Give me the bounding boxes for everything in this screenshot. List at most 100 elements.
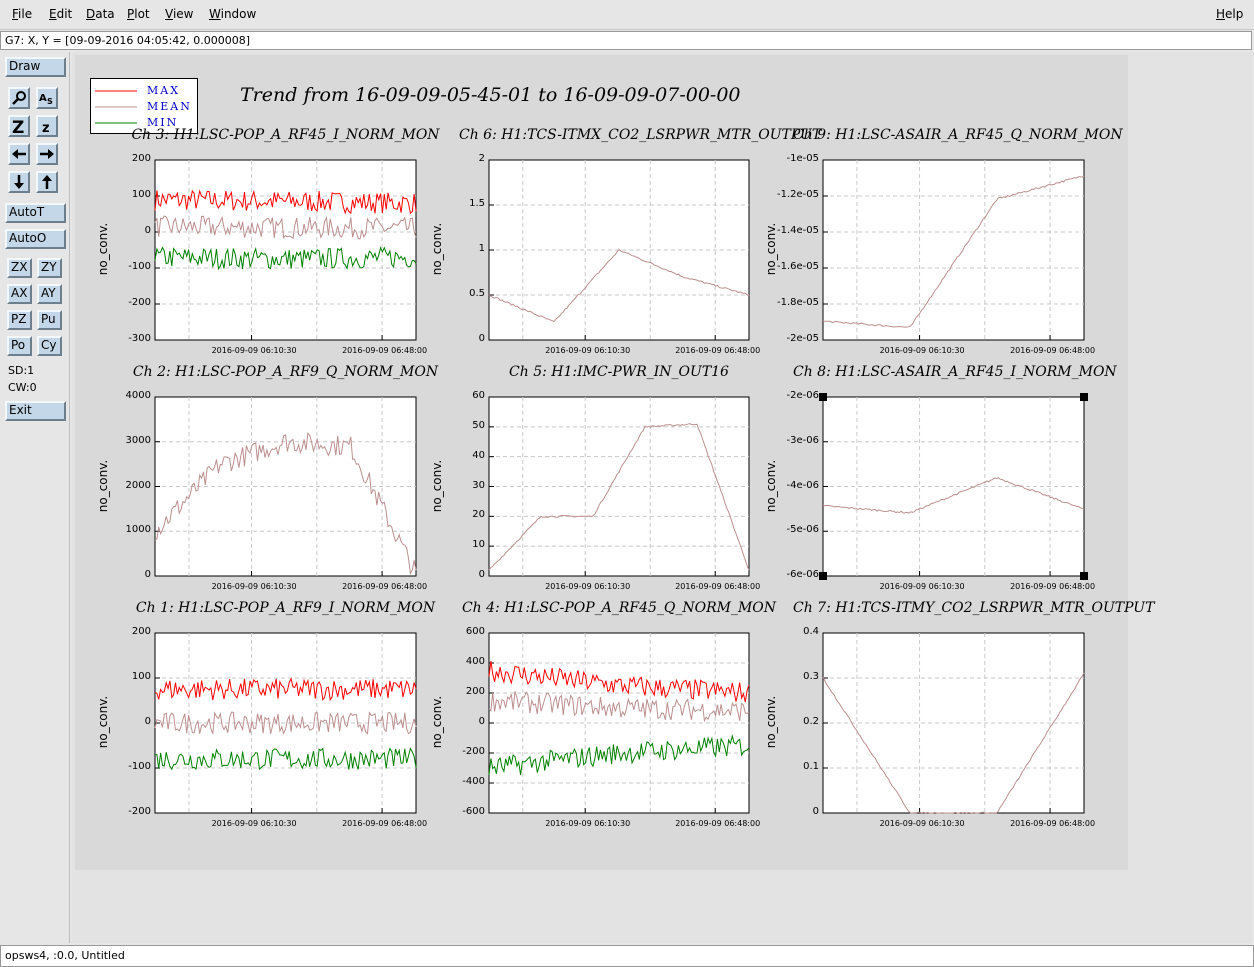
y-tick-label: -6e-06 <box>786 569 819 580</box>
y-tick-label: 50 <box>472 419 485 431</box>
plot-title: Ch 8: H1:LSC-ASAIR_A_RF45_I_NORM_MON <box>793 364 1117 380</box>
menu-window[interactable]: Window <box>209 7 257 21</box>
zoom-out-icon: z <box>42 121 50 134</box>
y-tick-label: 2000 <box>125 479 151 491</box>
y-tick-label: 0.3 <box>803 671 819 682</box>
up-arrow-icon <box>42 175 52 189</box>
exit-button[interactable]: Exit <box>5 401 66 421</box>
x-tick-label: 2016-09-09 06:10:30 <box>211 819 297 828</box>
y-tick-label: -200 <box>462 746 485 757</box>
y-tick-label: -400 <box>462 776 485 787</box>
x-tick-label: 2016-09-09 06:48:00 <box>1010 819 1096 828</box>
x-tick-label: 2016-09-09 06:48:00 <box>1010 346 1096 355</box>
cw-label: CW:0 <box>8 381 37 394</box>
y-tick-label: -5e-06 <box>786 524 819 536</box>
svg-text:A: A <box>39 93 47 104</box>
right-arrow-icon <box>40 149 54 159</box>
x-tick-label: 2016-09-09 06:10:30 <box>211 346 297 355</box>
y-tick-label: 20 <box>472 509 485 521</box>
scroll-up-button[interactable] <box>36 171 58 193</box>
selection-handle[interactable] <box>819 572 827 580</box>
y-tick-label: -100 <box>128 261 151 272</box>
menu-help[interactable]: Help <box>1216 7 1244 21</box>
series-min-line <box>154 246 417 271</box>
series-mean-line <box>154 215 417 240</box>
menu-data[interactable]: Data <box>86 7 115 21</box>
plot-7 <box>154 632 417 814</box>
series-mean-line <box>154 432 417 576</box>
po-button[interactable]: Po <box>7 336 32 356</box>
zoom-in-button[interactable]: Z <box>8 115 30 137</box>
series-mean-line <box>822 477 1085 514</box>
y-tick-label: -1.2e-05 <box>777 189 819 200</box>
ay-button[interactable]: AY <box>37 284 62 304</box>
y-axis-label: no_conv. <box>430 222 444 276</box>
scroll-right-button[interactable] <box>36 143 58 165</box>
scroll-down-button[interactable] <box>8 171 30 193</box>
plot-title: Ch 5: H1:IMC-PWR_IN_OUT16 <box>509 364 729 380</box>
x-tick-label: 2016-09-09 06:48:00 <box>675 346 761 355</box>
y-tick-label: 1000 <box>125 524 151 536</box>
trend-title: Trend from 16-09-09-05-45-01 to 16-09-09… <box>240 84 741 106</box>
selection-handle[interactable] <box>819 393 827 401</box>
y-tick-label: 1.5 <box>469 198 485 209</box>
pu-button[interactable]: Pu <box>37 310 62 330</box>
y-tick-label: 10 <box>472 539 485 551</box>
plot-1 <box>154 159 417 341</box>
y-tick-label: 1 <box>478 243 485 254</box>
y-tick-label: 0 <box>812 806 819 817</box>
menu-plot[interactable]: Plot <box>127 7 150 21</box>
y-tick-label: 0 <box>144 225 151 236</box>
status-bar: opsws4, :0.0, Untitled <box>0 945 1254 967</box>
y-tick-label: -600 <box>462 806 485 817</box>
selection-handle[interactable] <box>1080 572 1088 580</box>
plot-title: Ch 7: H1:TCS-ITMY_CO2_LSRPWR_MTR_OUTPUT <box>793 600 1155 616</box>
x-tick-label: 2016-09-09 06:10:30 <box>879 346 965 355</box>
cy-button[interactable]: Cy <box>37 336 62 356</box>
y-tick-label: 0 <box>478 569 485 580</box>
menu-edit[interactable]: Edit <box>49 7 73 21</box>
x-tick-label: 2016-09-09 06:48:00 <box>342 346 428 355</box>
zoom-out-button[interactable]: z <box>36 115 58 137</box>
plot-2 <box>488 159 750 341</box>
series-mean-line <box>488 423 750 571</box>
autot-button[interactable]: AutoT <box>5 203 66 223</box>
x-tick-label: 2016-09-09 06:10:30 <box>211 582 297 591</box>
plot-title: Ch 9: H1:LSC-ASAIR_A_RF45_Q_NORM_MON <box>793 127 1123 143</box>
series-min-line <box>154 747 417 771</box>
menu-file[interactable]: File <box>12 7 33 21</box>
ax-button[interactable]: AX <box>7 284 32 304</box>
y-axis-label: no_conv. <box>96 459 110 512</box>
plot-title: Ch 6: H1:TCS-ITMX_CO2_LSRPWR_MTR_OUTPUT <box>459 127 822 143</box>
pz-button[interactable]: PZ <box>7 310 32 330</box>
y-tick-label: -1.8e-05 <box>777 297 819 308</box>
series-max-line <box>154 189 417 215</box>
sd-label: SD:1 <box>8 364 35 377</box>
x-tick-label: 2016-09-09 06:48:00 <box>342 819 428 828</box>
autoo-button[interactable]: AutoO <box>5 229 66 249</box>
zoom-button[interactable] <box>8 87 30 109</box>
series-mean-line <box>822 672 1085 814</box>
zoom-icon <box>12 91 26 105</box>
y-tick-label: -100 <box>128 761 151 772</box>
y-axis-label: no_conv. <box>96 222 110 276</box>
y-tick-label: -2e-05 <box>786 333 819 344</box>
plot-title: Ch 4: H1:LSC-POP_A_RF45_Q_NORM_MON <box>461 600 777 616</box>
menu-view[interactable]: View <box>165 7 194 21</box>
zx-button[interactable]: ZX <box>7 258 32 278</box>
scroll-left-button[interactable] <box>8 143 30 165</box>
plot-frame <box>154 159 417 341</box>
plot-title: Ch 3: H1:LSC-POP_A_RF45_I_NORM_MON <box>131 127 440 143</box>
menu-bar: File Edit Data Plot View Window Help <box>0 0 1254 30</box>
series-min-line <box>488 734 750 775</box>
plot-frame <box>822 632 1085 814</box>
y-axis-label: no_conv. <box>430 695 444 749</box>
draw-button[interactable]: Draw <box>5 57 66 77</box>
x-tick-label: 2016-09-09 06:10:30 <box>545 346 631 355</box>
y-tick-label: 200 <box>131 626 151 637</box>
selection-handle[interactable] <box>1080 393 1088 401</box>
x-tick-label: 2016-09-09 06:48:00 <box>342 582 428 591</box>
zy-button[interactable]: ZY <box>37 258 62 278</box>
